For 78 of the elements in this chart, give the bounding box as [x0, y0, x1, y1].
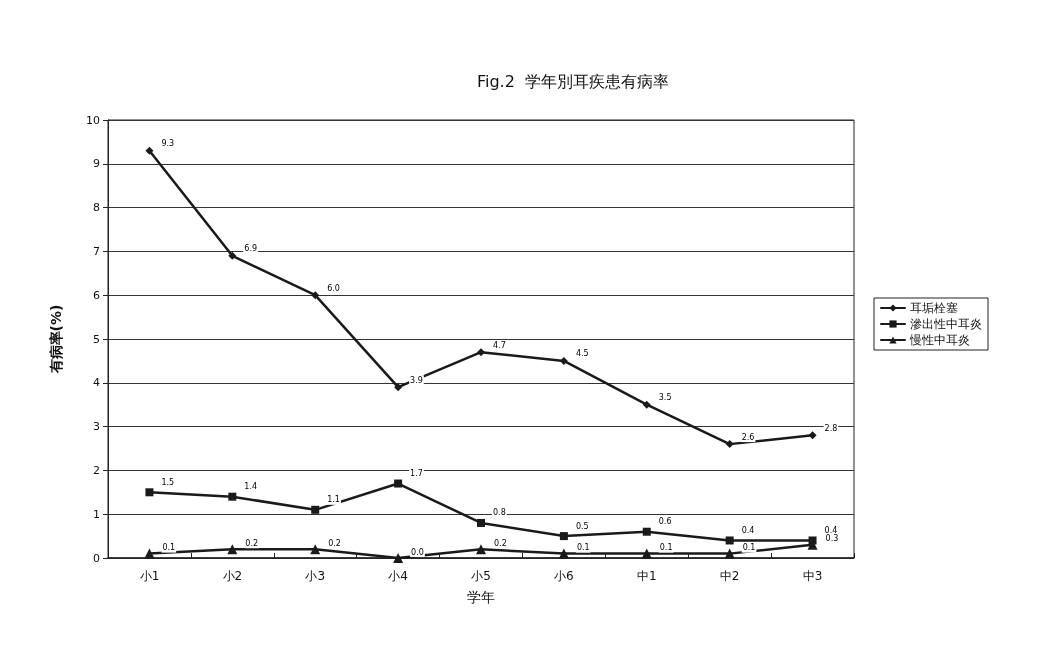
point [808, 431, 817, 440]
data-label: 1.7 [410, 469, 423, 479]
data-label: 9.3 [161, 139, 175, 149]
x-tick-label: 中2 [719, 569, 740, 583]
point [145, 488, 154, 497]
x-tick-label: 中1 [636, 569, 657, 583]
point [558, 548, 569, 559]
point [311, 505, 320, 514]
data-label: 4.5 [575, 349, 589, 359]
data-label: 0.6 [658, 517, 672, 527]
point [559, 532, 568, 541]
y-tick-label: 8 [93, 201, 100, 215]
y-tick-label: 2 [93, 463, 100, 477]
data-label: 0.8 [493, 508, 506, 518]
x-tick-label: 小5 [471, 569, 491, 583]
data-label: 0.0 [411, 547, 424, 557]
data-label: 3.9 [410, 375, 423, 385]
point [393, 553, 404, 563]
data-label: 2.6 [741, 432, 755, 442]
point [642, 527, 651, 536]
point [227, 544, 238, 555]
data-label: 1.1 [327, 495, 340, 505]
y-tick-label: 6 [93, 288, 100, 302]
data-label: 0.2 [245, 538, 259, 548]
data-label: 6.9 [244, 244, 258, 254]
x-tick-label: 中3 [802, 569, 823, 583]
data-label: 0.2 [494, 538, 507, 548]
chart-title: Fig.2 学年別耳疾患有病率 [476, 71, 670, 91]
x-tick-label: 小1 [139, 569, 160, 583]
point [144, 548, 155, 559]
data-label: 0.4 [741, 525, 755, 535]
data-label: 2.8 [824, 423, 838, 433]
point [725, 536, 734, 545]
point [642, 400, 651, 409]
point [394, 383, 403, 392]
point [311, 291, 320, 300]
point [725, 440, 734, 449]
point [724, 548, 735, 559]
x-tick-label: 小6 [554, 569, 574, 583]
point [228, 492, 237, 501]
legend-label: 耳垢栓塞 [910, 301, 958, 315]
legend-label: 滲出性中耳炎 [910, 317, 982, 331]
y-tick-label: 10 [86, 113, 100, 127]
point [559, 356, 568, 365]
data-label: 4.7 [493, 340, 506, 350]
data-label: 0.1 [659, 543, 673, 553]
y-tick-label: 5 [93, 332, 100, 346]
point [145, 146, 154, 155]
point [310, 544, 321, 555]
data-label: 0.5 [575, 521, 589, 531]
data-label: 1.5 [161, 477, 175, 487]
y-axis-title: 有病率(%) [48, 304, 64, 375]
y-tick-label: 9 [93, 157, 100, 171]
data-label: 0.4 [824, 525, 838, 535]
point [476, 544, 486, 555]
y-tick-label: 4 [93, 376, 100, 390]
point [641, 548, 652, 559]
x-axis-title: 学年 [467, 589, 495, 605]
data-label: 3.5 [658, 393, 672, 403]
data-label: 0.1 [162, 543, 176, 553]
point [394, 479, 403, 488]
y-tick-label: 0 [93, 551, 100, 565]
x-tick-label: 小3 [305, 569, 326, 583]
x-tick-label: 小4 [388, 569, 408, 583]
data-label: 6.0 [327, 283, 340, 293]
point [477, 518, 485, 527]
y-tick-label: 7 [93, 244, 100, 258]
data-label: 0.1 [742, 543, 756, 553]
data-label: 0.3 [825, 534, 839, 544]
data-label: 0.2 [328, 538, 341, 548]
y-tick-label: 3 [93, 420, 100, 434]
data-label: 1.4 [244, 482, 258, 492]
x-tick-label: 小2 [222, 569, 243, 583]
point [477, 348, 485, 357]
point [228, 251, 237, 260]
y-tick-label: 1 [93, 507, 100, 521]
legend-label: 慢性中耳炎 [909, 333, 970, 347]
data-label: 0.1 [576, 543, 590, 553]
